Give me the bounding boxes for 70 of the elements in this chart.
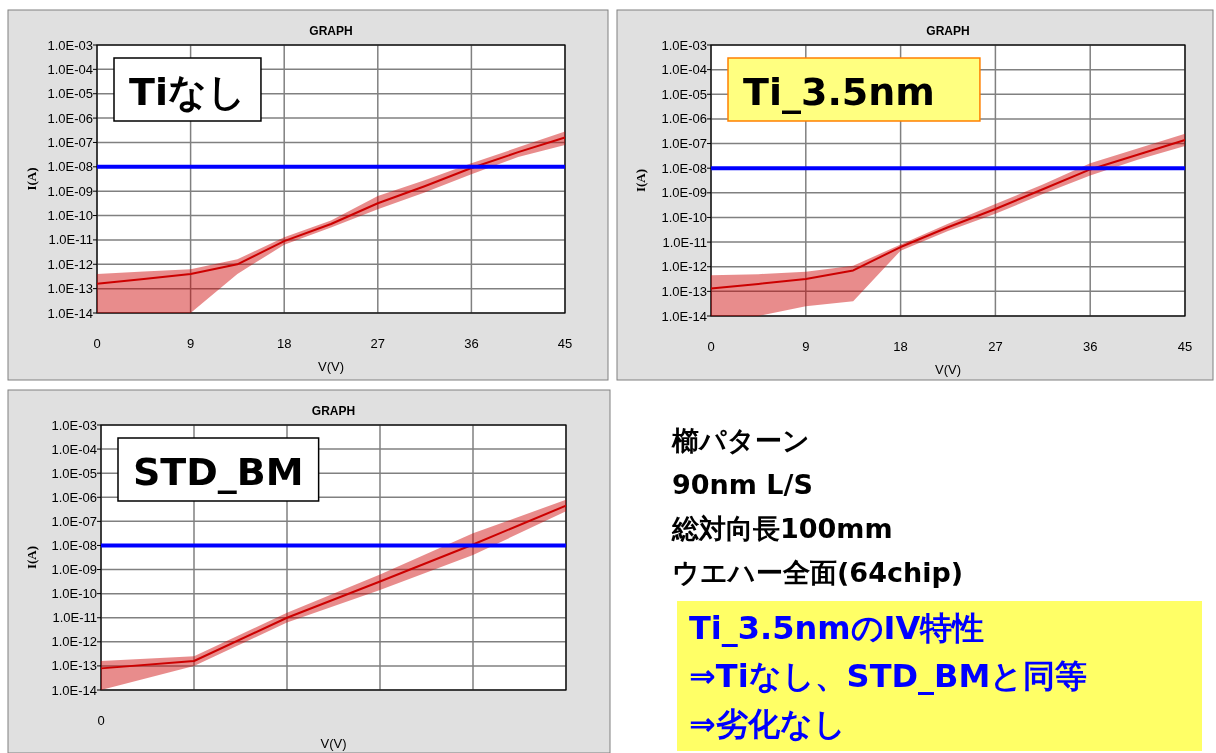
annotation: STD_BM [133, 450, 304, 494]
chart-title: GRAPH [311, 404, 356, 418]
line-series [710, 138, 1186, 290]
y-tick-label: 1.0E-08 [661, 160, 707, 176]
text: ウエハー全面(64chip) [672, 557, 964, 588]
x-tick-label: 9 [186, 336, 195, 351]
y-tick-label: 1.0E-03 [47, 37, 93, 53]
y-tick-label: 1.0E-06 [47, 110, 93, 126]
y-tick-label: 1.0E-05 [661, 86, 707, 102]
x-axis-title: V(V) [935, 362, 961, 377]
x-tick-label: 45 [1177, 339, 1193, 354]
y-tick-label: 1.0E-09 [51, 562, 97, 578]
x-tick-label: 9 [802, 339, 810, 354]
y-tick-label: 1.0E-11 [662, 234, 707, 250]
y-tick-label: 1.0E-04 [51, 441, 97, 457]
x-tick-label: 0 [97, 713, 105, 728]
y-tick-label: 1.0E-06 [51, 489, 97, 505]
text: 櫛パターン [671, 425, 810, 456]
text: 総対向長100mm [671, 513, 893, 544]
y-tick-label: 1.0E-11 [48, 232, 93, 248]
y-tick-label: 1.0E-03 [51, 417, 97, 433]
y-tick-label: 1.0E-08 [51, 537, 97, 553]
y-tick-label: 1.0E-13 [47, 281, 93, 297]
chart-title: GRAPH [926, 24, 970, 38]
y-tick-label: 1.0E-10 [51, 586, 97, 602]
y-tick-label: 1.0E-09 [47, 183, 93, 199]
y-tick-label: 1.0E-04 [47, 61, 93, 77]
x-tick-label: 27 [370, 336, 386, 351]
y-tick-label: 1.0E-07 [47, 134, 93, 150]
x-tick-label: 18 [893, 339, 908, 354]
text: ⇒Tiなし、STD_BMと同等 [689, 657, 1088, 695]
y-tick-label: 1.0E-09 [661, 185, 707, 201]
x-tick-label: 0 [93, 336, 101, 351]
text: Ti_3.5nmのIV特性 [689, 609, 985, 647]
y-tick-label: 1.0E-04 [661, 62, 707, 78]
y-tick-label: 1.0E-05 [51, 465, 97, 481]
y-axis-title: I(A) [633, 168, 648, 193]
x-tick-label: 27 [988, 339, 1003, 354]
line-series [96, 136, 566, 285]
y-tick-label: 1.0E-05 [47, 86, 93, 102]
y-tick-label: 1.0E-12 [47, 256, 93, 272]
y-tick-label: 1.0E-14 [51, 682, 97, 698]
y-tick-label: 1.0E-14 [661, 308, 707, 324]
x-axis-title: V(V) [320, 736, 347, 751]
y-axis-title: I(A) [24, 545, 39, 570]
x-tick-label: 45 [557, 336, 573, 351]
x-axis-title: V(V) [318, 359, 344, 374]
chart-title: GRAPH [309, 24, 353, 38]
x-tick-label: 36 [1082, 339, 1098, 354]
x-tick-label: 18 [276, 336, 292, 351]
y-tick-label: 1.0E-13 [51, 658, 97, 674]
y-tick-label: 1.0E-13 [661, 283, 707, 299]
x-tick-label: 0 [707, 339, 715, 354]
y-tick-label: 1.0E-10 [661, 209, 707, 225]
y-tick-label: 1.0E-12 [51, 634, 97, 650]
y-tick-label: 1.0E-08 [47, 159, 93, 175]
text: 90nm L/S [672, 469, 813, 500]
annotation: Ti_3.5nm [743, 70, 935, 114]
x-tick-label: 36 [464, 336, 479, 351]
y-tick-label: 1.0E-06 [661, 111, 707, 127]
y-tick-label: 1.0E-07 [661, 136, 707, 152]
y-tick-label: 1.0E-12 [661, 259, 707, 275]
text: ⇒劣化なし [689, 705, 846, 743]
y-axis-title: I(A) [24, 167, 39, 191]
y-tick-label: 1.0E-10 [47, 208, 93, 224]
y-tick-label: 1.0E-07 [51, 513, 97, 529]
y-tick-label: 1.0E-03 [661, 37, 707, 53]
y-tick-label: 1.0E-11 [52, 610, 97, 626]
y-tick-label: 1.0E-14 [47, 305, 93, 321]
annotation: Tiなし [129, 70, 246, 114]
